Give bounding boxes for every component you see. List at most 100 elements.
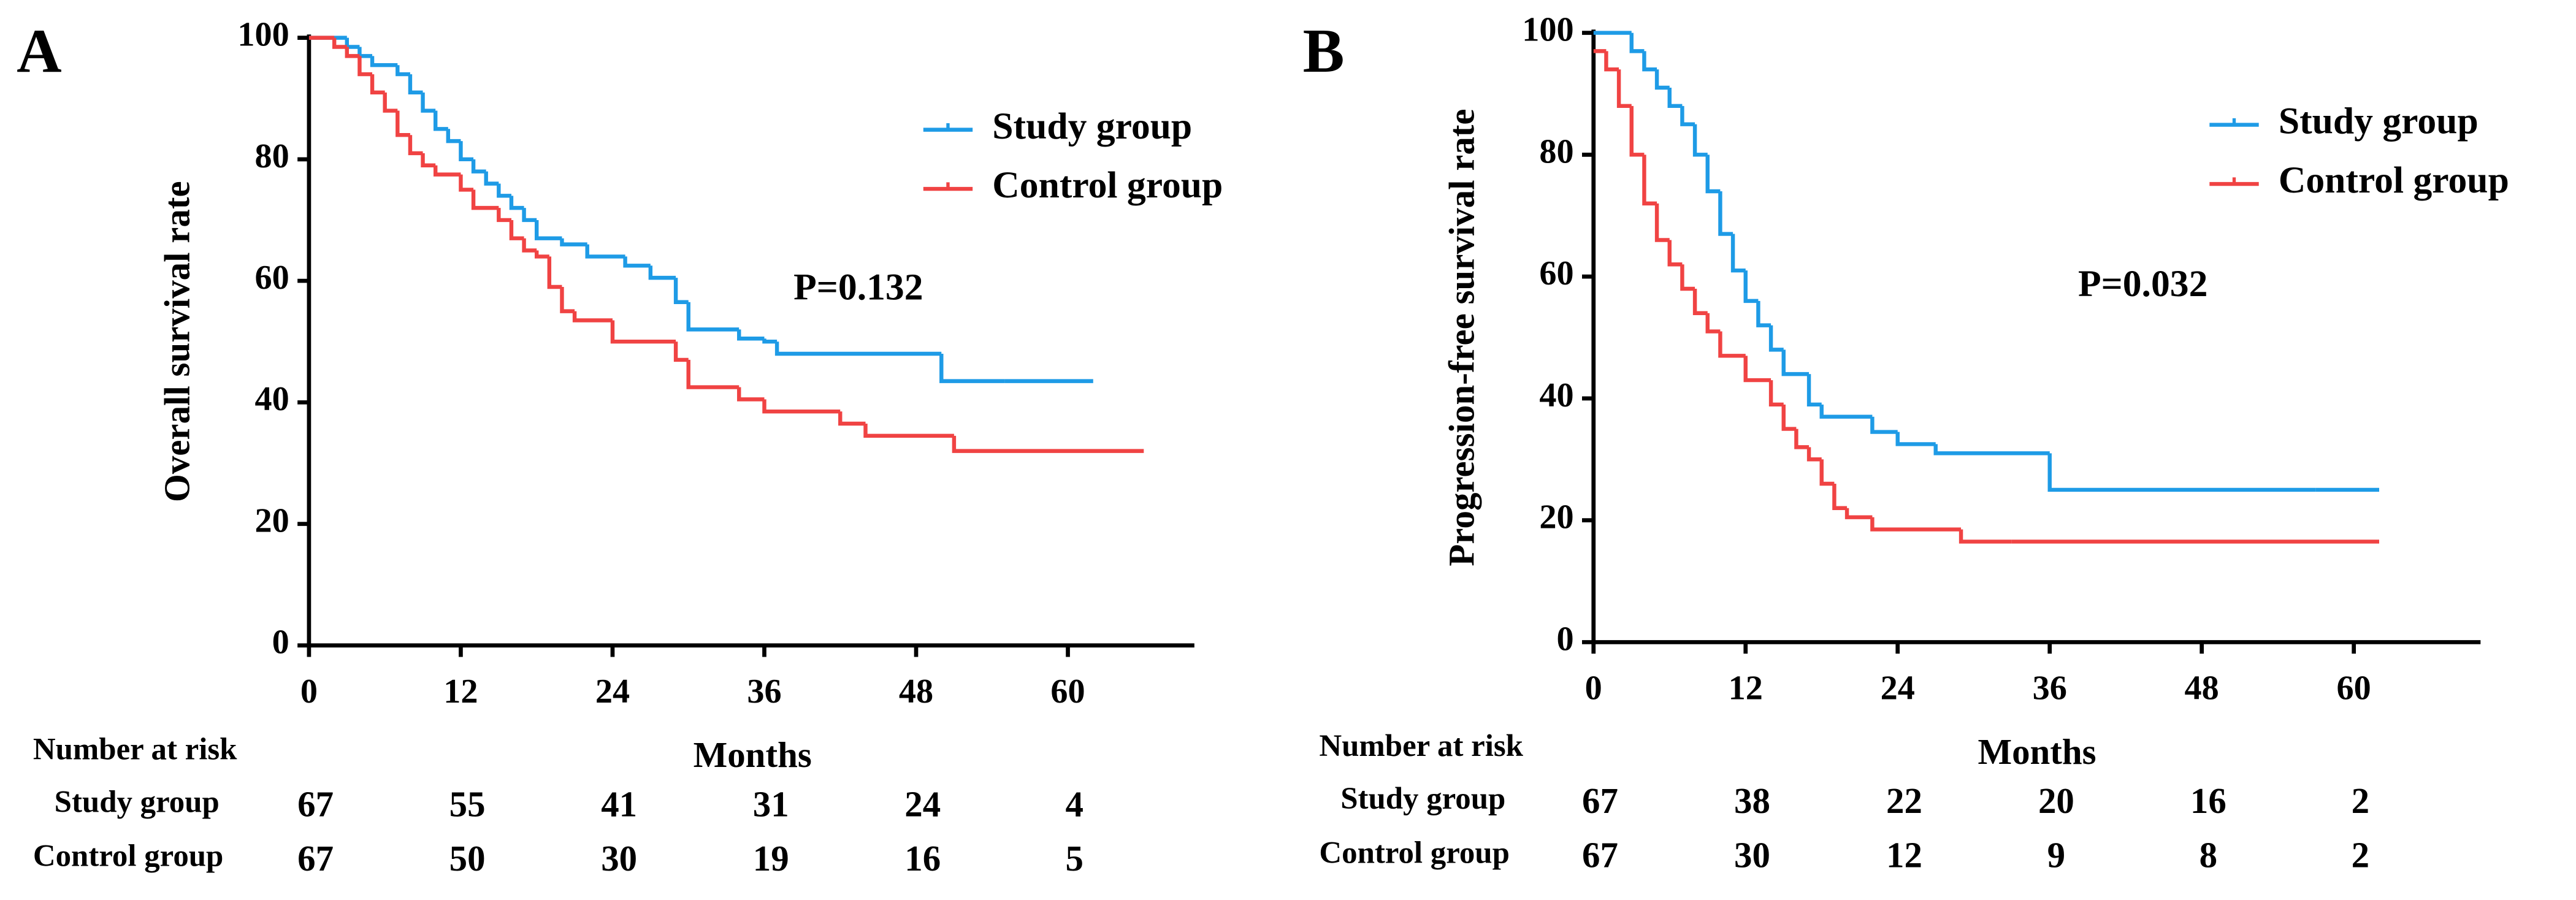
survival-step [560, 286, 575, 313]
survival-step [623, 256, 651, 268]
x-axis-title: Months [694, 734, 812, 775]
survival-step [509, 219, 524, 240]
survival-step [497, 183, 511, 198]
survival-step [1819, 404, 1873, 419]
survival-step [686, 359, 740, 389]
survival-step [1654, 203, 1670, 242]
risk-value: 55 [449, 784, 486, 825]
survival-step [1629, 105, 1645, 157]
x-tick-label: 12 [1729, 669, 1763, 707]
survival-step [1756, 300, 1771, 327]
y-tick-label: 80 [1539, 132, 1573, 170]
survival-step [737, 387, 765, 402]
survival-step [1616, 69, 1632, 109]
risk-value: 2 [2352, 835, 2369, 875]
survival-step [484, 171, 499, 186]
survival-step [1692, 288, 1708, 315]
survival-step [1743, 356, 1771, 383]
survival-step [357, 56, 373, 77]
survival-step [1730, 234, 1746, 273]
risk-value: 2 [2352, 780, 2369, 821]
survival-step [1781, 404, 1797, 431]
y-tick-label: 100 [1522, 10, 1573, 48]
survival-step [1794, 429, 1810, 449]
survival-step [534, 250, 549, 259]
survival-step [522, 208, 537, 223]
risk-row-label: Study group [55, 785, 220, 819]
risk-value: 30 [1734, 835, 1770, 875]
survival-step [1642, 154, 1657, 206]
risk-table-title: Number at risk [1319, 729, 1523, 763]
survival-step [497, 208, 511, 223]
survival-step [370, 74, 385, 95]
y-tick-label: 20 [1539, 498, 1573, 536]
risk-value: 67 [297, 838, 334, 879]
survival-step [396, 65, 410, 77]
survival-step [838, 411, 866, 426]
legend-label: Control group [992, 164, 1223, 206]
survival-step [673, 278, 689, 304]
survival-step [421, 153, 436, 167]
y-tick-label: 20 [255, 501, 289, 540]
survival-step [459, 141, 474, 162]
y-tick-label: 60 [255, 259, 289, 297]
survival-step [1718, 331, 1746, 358]
survival-step [762, 399, 841, 414]
annotation: P=0.132 [793, 266, 923, 308]
survival-step [1959, 529, 2012, 544]
survival-step [383, 92, 398, 113]
survival-step [1895, 432, 1936, 446]
survival-step [560, 238, 587, 246]
risk-value: 50 [449, 838, 486, 879]
survival-step [1870, 517, 1962, 532]
survival-step [1654, 69, 1670, 90]
risk-row-label: Study group [1340, 782, 1505, 816]
survival-step [1604, 51, 1619, 72]
risk-table-title: Number at risk [33, 733, 237, 767]
survival-step [1768, 325, 1784, 352]
panel-label: A [17, 17, 62, 86]
risk-value: 38 [1734, 780, 1770, 821]
risk-value: 67 [297, 784, 334, 825]
y-tick-label: 0 [1556, 620, 1573, 658]
x-tick-label: 48 [899, 673, 933, 711]
survival-step [370, 56, 398, 67]
survival-step [1870, 416, 1898, 434]
survival-step [509, 196, 524, 210]
y-axis-title: Overall survival rate [156, 181, 197, 502]
survival-step [421, 92, 436, 113]
survival-step [686, 302, 740, 332]
survival-step [572, 311, 613, 322]
x-tick-label: 24 [1881, 669, 1915, 707]
survival-step [332, 37, 347, 49]
survival-step [357, 47, 373, 58]
survival-step [1667, 88, 1683, 109]
x-tick-label: 0 [300, 673, 318, 711]
risk-value: 67 [1582, 780, 1618, 821]
survival-step [1680, 105, 1695, 126]
survival-step [585, 244, 625, 259]
y-tick-label: 80 [255, 137, 289, 175]
risk-value: 12 [1886, 835, 1922, 875]
risk-value: 20 [2038, 780, 2074, 821]
risk-value: 16 [2190, 780, 2226, 821]
survival-step [547, 256, 562, 289]
survival-step [1705, 313, 1721, 334]
survival-step [408, 135, 423, 156]
survival-step [1692, 124, 1708, 157]
survival-step [1629, 32, 1645, 53]
survival-step [1642, 51, 1657, 72]
survival-step [1705, 154, 1721, 194]
survival-step [433, 110, 448, 131]
survival-step [471, 159, 486, 174]
survival-step [1768, 380, 1784, 407]
x-tick-label: 60 [1050, 673, 1085, 711]
survival-step [939, 354, 1005, 383]
y-tick-label: 40 [255, 380, 289, 418]
survival-step [1806, 447, 1822, 462]
x-tick-label: 48 [2185, 669, 2219, 707]
x-tick-label: 60 [2337, 669, 2371, 707]
y-tick-label: 100 [237, 16, 289, 54]
